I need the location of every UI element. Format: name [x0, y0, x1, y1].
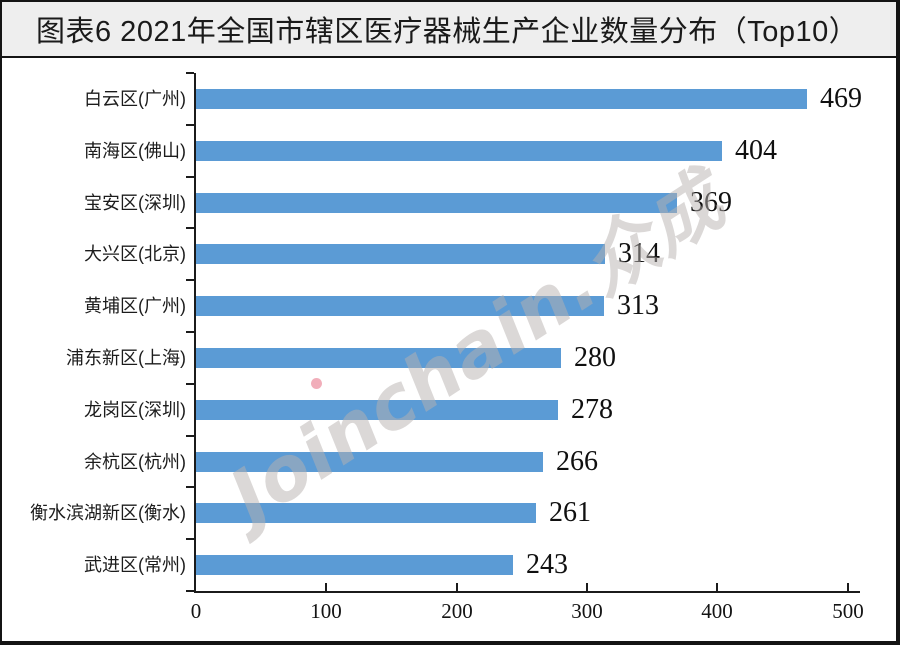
category-label: 南海区(佛山) [84, 141, 186, 161]
x-tick [456, 583, 458, 591]
bar-value-label: 313 [617, 290, 659, 321]
chart-area: Joinchain.众成 0 100 200 300 400 500 白云区(广州) 469 南… [2, 58, 896, 641]
y-tick [186, 279, 194, 281]
bar [196, 193, 677, 213]
x-tick-label: 300 [571, 599, 603, 623]
category-label: 余杭区(杭州) [84, 452, 186, 472]
x-tick-label: 200 [441, 599, 473, 623]
y-tick [186, 227, 194, 229]
category-label: 宝安区(深圳) [84, 193, 186, 213]
bar-value-label: 243 [526, 549, 568, 580]
y-tick [186, 486, 194, 488]
category-label: 白云区(广州) [84, 89, 186, 109]
category-label: 大兴区(北京) [84, 244, 186, 264]
bar [196, 296, 604, 316]
bar [196, 348, 561, 368]
bar [196, 503, 536, 523]
x-tick-label: 400 [701, 599, 733, 623]
bar-value-label: 404 [735, 135, 777, 166]
bar-value-label: 266 [556, 446, 598, 477]
y-tick [186, 538, 194, 540]
bar [196, 452, 543, 472]
y-tick [186, 435, 194, 437]
x-tick-label: 500 [832, 599, 864, 623]
x-tick [325, 583, 327, 591]
bar-value-label: 314 [618, 238, 660, 269]
y-tick [186, 590, 194, 592]
bar-value-label: 469 [820, 83, 862, 114]
watermark-i-dot [311, 378, 322, 389]
bar-value-label: 278 [571, 394, 613, 425]
bar [196, 141, 722, 161]
bar-value-label: 261 [549, 497, 591, 528]
y-tick [186, 124, 194, 126]
category-label: 龙岗区(深圳) [84, 400, 186, 420]
x-tick-label: 0 [190, 599, 202, 623]
bar-value-label: 369 [690, 187, 732, 218]
y-tick [186, 176, 194, 178]
x-tick [847, 583, 849, 591]
figure-title: 图表6 2021年全国市辖区医疗器械生产企业数量分布（Top10） [36, 16, 859, 48]
bar [196, 555, 513, 575]
category-label: 衡水滨湖新区(衡水) [30, 503, 186, 523]
bar [196, 244, 605, 264]
y-tick [186, 331, 194, 333]
y-tick [186, 383, 194, 385]
y-axis-line [194, 73, 196, 593]
x-tick [716, 583, 718, 591]
x-tick [586, 583, 588, 591]
bar-value-label: 280 [574, 342, 616, 373]
category-label: 黄埔区(广州) [84, 296, 186, 316]
bar [196, 400, 558, 420]
category-label: 浦东新区(上海) [66, 348, 186, 368]
y-tick [186, 72, 194, 74]
x-axis-line [194, 591, 860, 593]
figure-title-bar: 图表6 2021年全国市辖区医疗器械生产企业数量分布（Top10） [2, 2, 896, 58]
bar [196, 89, 807, 109]
category-label: 武进区(常州) [84, 555, 186, 575]
x-tick-label: 100 [310, 599, 342, 623]
